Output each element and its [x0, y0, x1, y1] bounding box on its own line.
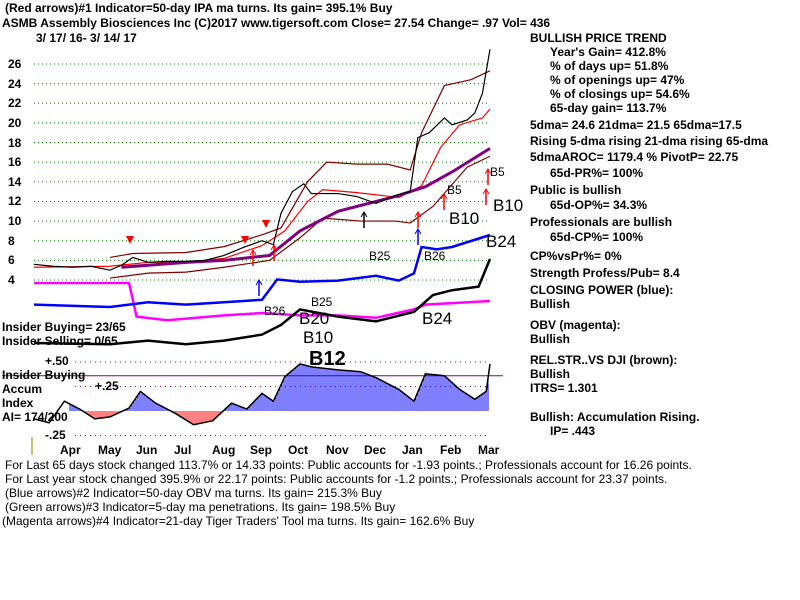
down-arrow-icon	[241, 236, 249, 244]
price-line	[33, 49, 491, 271]
price-tick-label: 24	[8, 76, 22, 91]
down-arrow-icon	[126, 236, 134, 244]
dma-values: 5dma= 24.6 21dma= 21.5 65dma=17.5	[530, 118, 742, 132]
side-line: % of days up= 51.8%	[550, 59, 669, 73]
price-tick-label: 10	[8, 214, 22, 229]
relstr-label: REL.STR..VS DJI (brown):	[530, 353, 678, 367]
month-label: Apr	[60, 443, 81, 457]
price-tick-label: 12	[8, 194, 22, 209]
month-label: Mar	[478, 443, 500, 457]
accum-status: Bullish: Accumulation Rising.	[530, 410, 700, 424]
side-line: Year's Gain= 412.8%	[550, 45, 666, 59]
strength-text: Strength Profess/Pub= 8.4	[530, 266, 680, 280]
closing-power-line	[33, 233, 491, 309]
signal-label: B25	[369, 249, 391, 263]
footer-line: (Magenta arrows)#4 Indicator=21-day Tige…	[2, 514, 475, 528]
cpvspr-text: CP%vsPr%= 0%	[530, 249, 622, 263]
signal-label: B24	[422, 309, 453, 328]
footer-line: For Last 65 days stock changed 113.7% or…	[5, 458, 692, 472]
accum-label: Accum	[2, 382, 43, 396]
month-label: Jun	[136, 443, 158, 457]
up-arrow-icon	[249, 249, 257, 256]
accum-index-line	[33, 363, 491, 426]
insider-buying-label: Insider Buying	[2, 368, 86, 382]
signal-label: B10	[493, 196, 524, 215]
up-arrow-icon	[440, 193, 448, 200]
price-tick-label: 14	[8, 174, 22, 189]
public-text: Public is bullish	[530, 183, 622, 197]
footer-line: For Last year stock changed 395.9% or 22…	[5, 472, 668, 486]
price-tick-label: 4	[8, 273, 15, 287]
accum-tick-label: +.25	[95, 378, 119, 393]
obv-status: Bullish	[530, 332, 571, 346]
price-tick-label: 16	[8, 155, 22, 170]
up-arrow-icon	[482, 188, 490, 195]
footer-line: (Blue arrows)#2 Indicator=50-day OBV ma …	[5, 486, 382, 500]
relstr-status: Bullish	[530, 367, 571, 381]
relative-strength-line	[33, 258, 492, 346]
up-arrow-icon	[414, 211, 422, 218]
signal-label: B10	[449, 209, 480, 228]
aroc-text: 5dmaAROC= 1179.4 % PivotP= 22.75	[530, 150, 739, 164]
professionals-text: Professionals are bullish	[530, 215, 673, 229]
cp-text: 65d-CP%= 100%	[550, 230, 644, 244]
chart-title: ASMB Assembly Biosciences Inc (C)2017 ww…	[2, 16, 551, 30]
month-label: Jul	[174, 443, 192, 457]
signal-label: B25	[311, 295, 333, 309]
date-range: 3/ 17/ 16- 3/ 14/ 17	[36, 31, 137, 45]
signal-label: B24	[486, 232, 517, 251]
month-label: May	[98, 443, 122, 457]
side-line: % of closings up= 54.6%	[550, 87, 690, 101]
up-arrow-icon	[484, 168, 492, 175]
ip-text: IP= .443	[550, 424, 596, 438]
up-arrow-icon	[270, 244, 278, 251]
up-arrow-icon	[255, 279, 263, 286]
signal-label: B20	[299, 309, 330, 328]
up-arrow-icon	[360, 211, 368, 218]
insider-buying: Insider Buying= 23/65	[2, 320, 126, 334]
side-line: 65-day gain= 113.7%	[550, 101, 667, 115]
month-label: Dec	[364, 443, 387, 457]
price-tick-label: 26	[8, 56, 22, 71]
closing-power-label: CLOSING POWER (blue):	[530, 283, 674, 297]
footer-line: (Green arrows)#3 Indicator=5-day ma pene…	[5, 500, 396, 514]
accum-tick-label: -.25	[45, 427, 66, 442]
price-tick-label: 8	[8, 233, 15, 248]
insider-selling: Insider Selling= 0/65	[2, 334, 118, 348]
ma65-line	[121, 147, 491, 269]
signal-label: B12	[309, 348, 346, 370]
ai-label: AI= 174/200	[2, 410, 68, 424]
rising-text: Rising 5-dma rising 21-dma rising 65-dma	[530, 134, 769, 148]
signal-label: B26	[264, 304, 286, 318]
side-line: % of openings up= 47%	[550, 73, 685, 87]
signal-label: B5	[490, 165, 505, 179]
month-label: Oct	[288, 443, 309, 457]
price-tick-label: 22	[8, 96, 22, 111]
signal-label: B10	[303, 328, 334, 347]
obv-label: OBV (magenta):	[530, 318, 621, 332]
month-label: Aug	[212, 443, 236, 457]
pr-text: 65d-PR%= 100%	[550, 166, 644, 180]
closing-power-status: Bullish	[530, 297, 571, 311]
price-tick-label: 20	[8, 115, 22, 130]
upper-band-line	[109, 70, 491, 259]
accum-tick-label: +.50	[45, 354, 69, 368]
trend-heading: BULLISH PRICE TREND	[530, 31, 667, 45]
month-label: Feb	[440, 443, 462, 457]
op-text: 65d-OP%= 34.3%	[550, 198, 648, 212]
month-label: Jan	[402, 443, 423, 457]
month-label: Nov	[326, 443, 349, 457]
down-arrow-icon	[262, 220, 270, 228]
signal-label: B26	[424, 249, 446, 263]
signal-label: B5	[447, 183, 462, 197]
up-arrow-icon	[414, 228, 422, 235]
price-tick-label: 18	[8, 135, 22, 150]
index-label: Index	[2, 396, 34, 410]
month-label: Sep	[250, 443, 273, 457]
price-tick-label: 6	[8, 253, 15, 268]
indicator1-text: (Red arrows)#1 Indicator=50-day IPA ma t…	[5, 1, 393, 15]
itrs-text: ITRS= 1.301	[530, 381, 598, 395]
